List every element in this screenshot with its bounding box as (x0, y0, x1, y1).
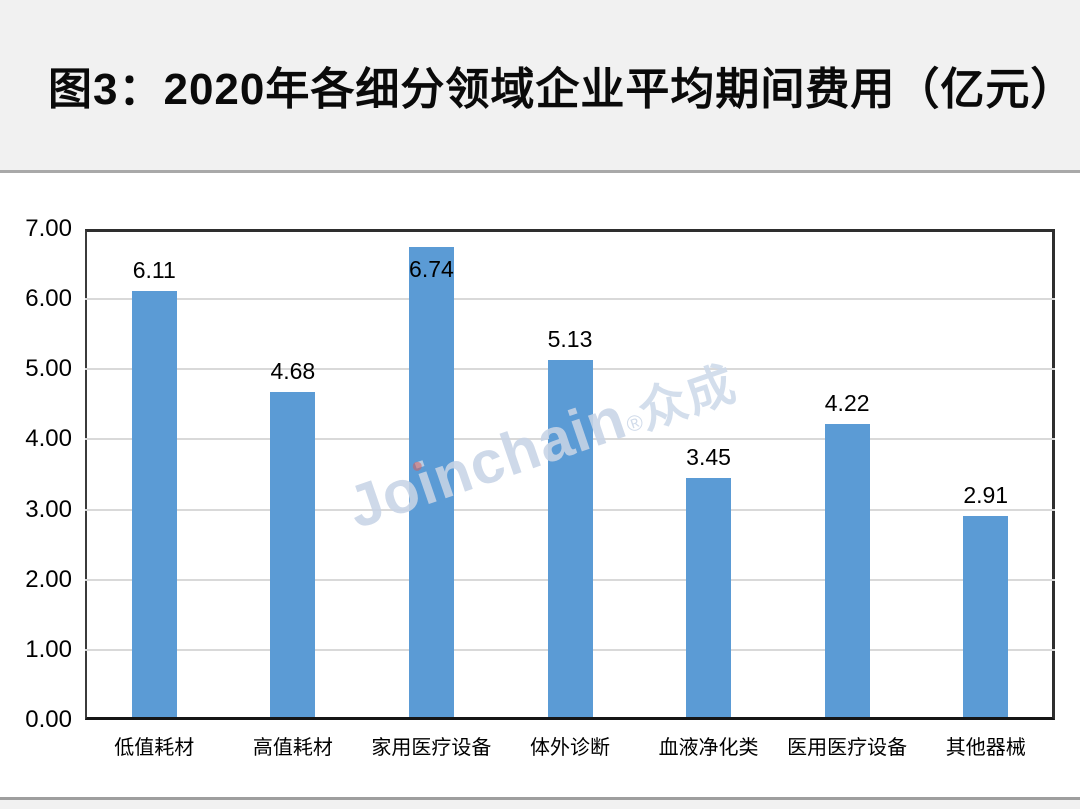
figure-title-banner: 图3：2020年各细分领域企业平均期间费用（亿元） (0, 0, 1080, 170)
x-axis-label: 低值耗材 (114, 737, 195, 759)
y-axis-label: 2.00 (25, 565, 72, 593)
value-label: 4.68 (270, 357, 316, 384)
bar-高值耗材 (270, 391, 316, 717)
y-axis-label: 4.00 (25, 425, 72, 453)
x-axis-label: 高值耗材 (252, 737, 333, 759)
bar-体外诊断 (547, 360, 593, 717)
x-axis-label: 体外诊断 (530, 737, 610, 759)
bar-血液净化类 (686, 478, 732, 717)
bar-医用医疗设备 (824, 423, 870, 717)
figure-title: 图3：2020年各细分领域企业平均期间费用（亿元） (48, 65, 1076, 114)
footer-strip (0, 800, 1080, 809)
y-axis-label: 0.00 (25, 706, 72, 733)
y-axis-label: 1.00 (25, 635, 72, 663)
gridline (85, 298, 1055, 301)
value-label: 3.45 (686, 444, 731, 470)
x-axis-label: 医用医疗设备 (787, 737, 908, 759)
value-label: 6.74 (409, 256, 454, 283)
x-axis-label: 家用医疗设备 (371, 737, 492, 759)
header-separator-line (0, 170, 1080, 173)
y-axis-label: 5.00 (25, 355, 72, 383)
bar-家用医疗设备 (408, 247, 454, 717)
y-axis-label: 3.00 (25, 495, 72, 523)
value-label: 2.91 (963, 481, 1009, 508)
value-label: 6.11 (132, 257, 176, 284)
x-axis-label: 血液净化类 (658, 737, 759, 759)
value-label: 4.22 (824, 389, 870, 416)
y-axis-label: 6.00 (25, 285, 72, 313)
footer-separator-line (0, 797, 1080, 800)
x-axis-label: 其他器械 (945, 737, 1026, 759)
y-axis-label: 7.00 (25, 215, 72, 242)
value-label: 5.13 (547, 326, 593, 353)
bar-其他器械 (963, 515, 1009, 717)
bar-低值耗材 (131, 291, 177, 717)
